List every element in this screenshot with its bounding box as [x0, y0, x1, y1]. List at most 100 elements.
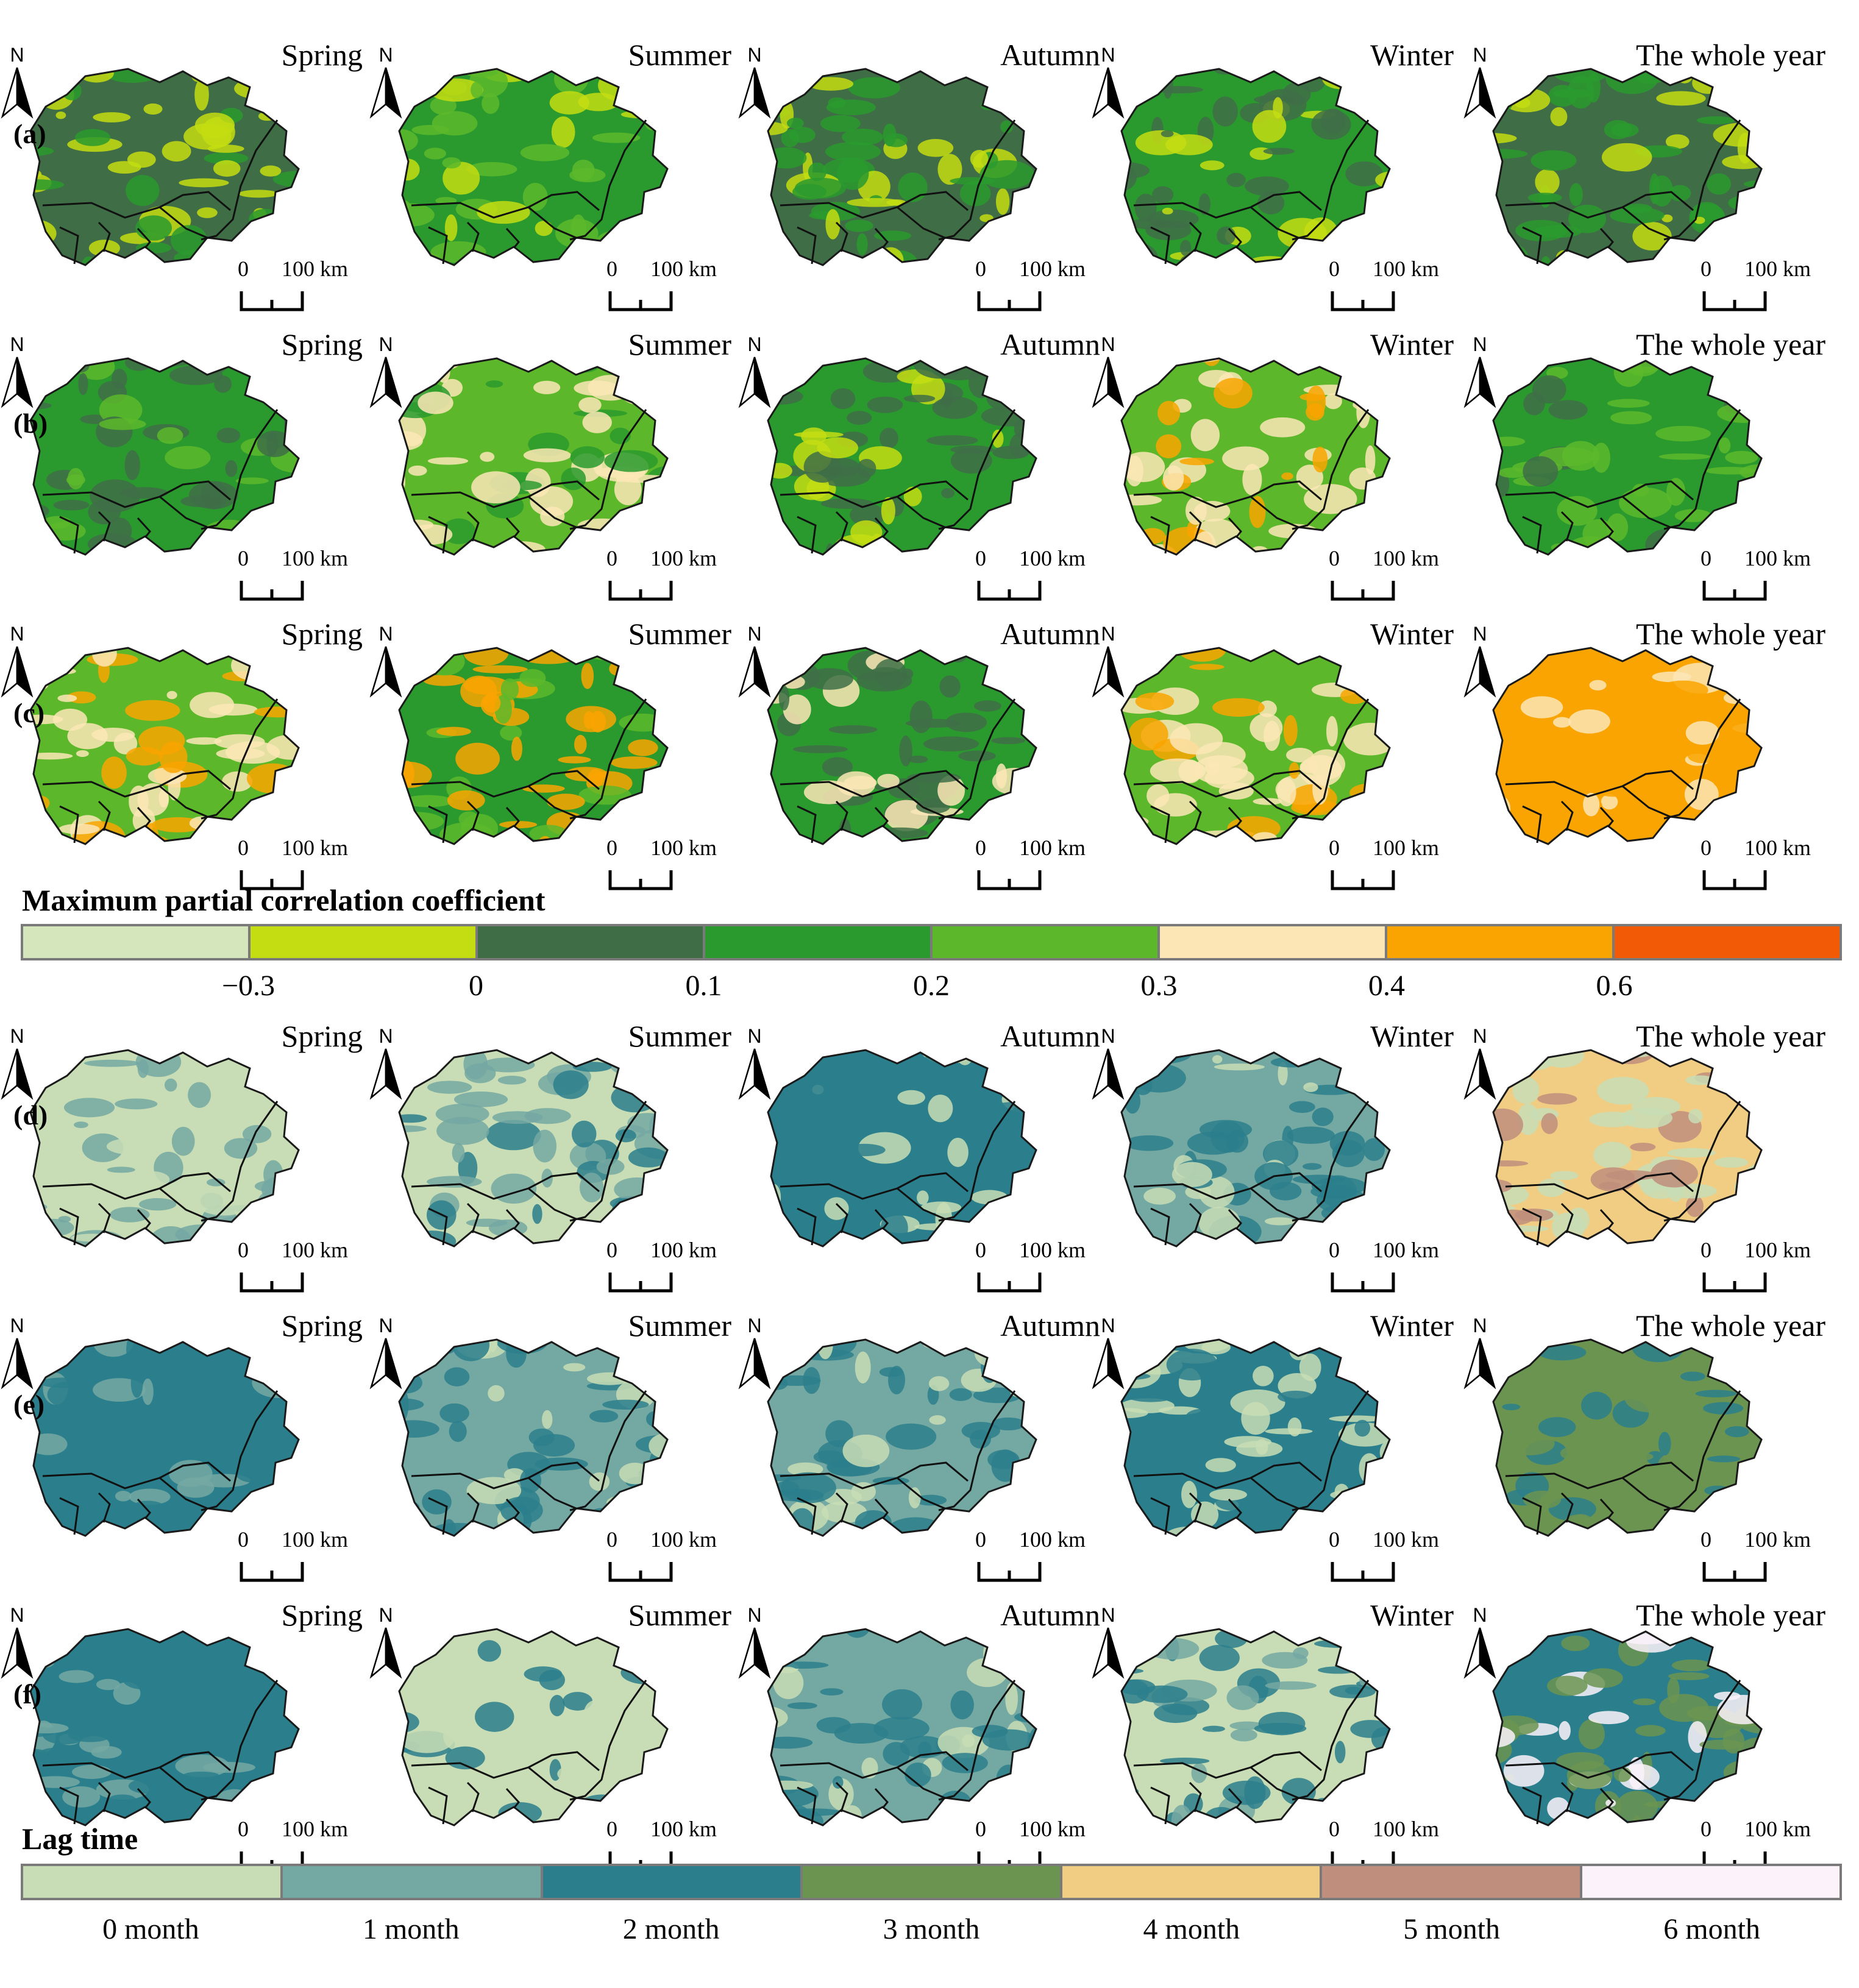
region-map — [398, 1628, 669, 1826]
scale-zero-label: 0 — [238, 1817, 249, 1841]
svg-text:N: N — [10, 1315, 24, 1337]
map-panel: N Winter 0 100 km — [1091, 1569, 1457, 1872]
region-map — [1120, 1338, 1391, 1537]
scale-bar: 0 100 km — [606, 545, 747, 612]
svg-text:N: N — [1473, 623, 1487, 645]
scale-zero-label: 0 — [1329, 546, 1340, 570]
region-map — [398, 647, 669, 845]
season-title: The whole year — [1636, 38, 1825, 72]
north-arrow-icon: N — [738, 1604, 771, 1679]
map-panel: N Spring 0 100 km — [0, 299, 366, 601]
region-map — [1492, 68, 1763, 266]
legend-swatch — [1615, 926, 1839, 958]
scale-zero-label: 0 — [1329, 1817, 1340, 1841]
svg-text:N: N — [747, 333, 761, 355]
svg-text:N: N — [379, 623, 393, 645]
season-title: The whole year — [1636, 1019, 1825, 1053]
scale-distance-label: 100 km — [1373, 1817, 1440, 1841]
region-map — [29, 357, 300, 556]
legend-tick: 0.2 — [913, 970, 950, 1002]
map-panel: N The whole year 0 100 km — [1463, 990, 1829, 1293]
region-map — [767, 357, 1037, 556]
scale-bar: 0 100 km — [606, 1527, 747, 1594]
region-map — [29, 68, 300, 266]
scale-distance-label: 100 km — [650, 257, 717, 281]
scale-zero-label: 0 — [975, 1527, 986, 1552]
svg-text:N: N — [747, 44, 761, 66]
svg-text:N: N — [747, 1604, 761, 1626]
scale-zero-label: 0 — [1329, 257, 1340, 281]
map-panel: N Spring 0 100 km — [0, 1280, 366, 1582]
map-panel: N Autumn 0 100 km — [738, 1280, 1103, 1582]
scale-zero-label: 0 — [1701, 1817, 1711, 1841]
svg-text:N: N — [747, 623, 761, 645]
map-panel: N The whole year 0 100 km — [1463, 1569, 1829, 1872]
region-map — [398, 357, 669, 556]
scale-bar: 0 100 km — [1329, 256, 1469, 323]
scale-distance-label: 100 km — [282, 257, 349, 281]
legend-tick: 0.1 — [685, 970, 722, 1002]
north-arrow-icon: N — [1, 333, 34, 408]
map-panel: N Autumn 0 100 km — [738, 299, 1103, 601]
north-arrow-icon: N — [1092, 44, 1125, 119]
svg-text:N: N — [747, 1025, 761, 1047]
season-title: Winter — [1370, 1598, 1454, 1632]
north-arrow-icon: N — [738, 44, 771, 119]
legend-swatch — [478, 926, 705, 958]
scale-zero-label: 0 — [606, 257, 617, 281]
legend-swatch — [23, 1866, 283, 1898]
north-arrow-icon: N — [369, 44, 402, 119]
scale-zero-label: 0 — [606, 1817, 617, 1841]
season-title: Autumn — [1000, 327, 1100, 361]
north-arrow-icon: N — [1, 1025, 34, 1100]
legend-lag-bar — [21, 1864, 1842, 1900]
north-arrow-icon: N — [1092, 333, 1125, 408]
north-arrow-icon: N — [1463, 44, 1496, 119]
svg-text:N: N — [10, 1025, 24, 1047]
season-title: Spring — [281, 1019, 363, 1053]
svg-text:N: N — [379, 1315, 393, 1337]
scale-distance-label: 100 km — [650, 546, 717, 570]
scale-distance-label: 100 km — [1019, 257, 1086, 281]
map-panel: N Summer 0 100 km — [369, 9, 734, 311]
scale-zero-label: 0 — [238, 546, 249, 570]
row-label: (a) — [13, 118, 46, 149]
region-map — [767, 1628, 1037, 1826]
legend-tick: 0.4 — [1368, 970, 1405, 1002]
north-arrow-icon: N — [738, 623, 771, 698]
legend-swatch — [705, 926, 933, 958]
scale-zero-label: 0 — [1329, 836, 1340, 860]
map-panel: N Spring 0 100 km — [0, 588, 366, 890]
season-title: Summer — [628, 327, 731, 361]
season-title: Summer — [628, 1308, 731, 1343]
north-arrow-icon: N — [1463, 623, 1496, 698]
season-title: Spring — [281, 327, 363, 361]
north-arrow-icon: N — [1, 1315, 34, 1390]
row-label: (e) — [13, 1389, 45, 1420]
region-map — [767, 1338, 1037, 1537]
season-title: The whole year — [1636, 617, 1825, 651]
map-panel: N The whole year 0 100 km — [1463, 588, 1829, 890]
legend-swatch — [1582, 1866, 1839, 1898]
legend-lag-label: 6 month — [1663, 1913, 1760, 1945]
legend-swatch — [251, 926, 478, 958]
scale-bar: 0 100 km — [1329, 545, 1469, 612]
map-panel: N Summer 0 100 km — [369, 299, 734, 601]
scale-distance-label: 100 km — [1019, 546, 1086, 570]
svg-text:N: N — [10, 1604, 24, 1626]
scale-zero-label: 0 — [1329, 1238, 1340, 1262]
legend-swatch — [1062, 1866, 1323, 1898]
map-panel: N Spring 0 100 km — [0, 9, 366, 311]
season-title: Summer — [628, 38, 731, 72]
svg-text:N: N — [1473, 1315, 1487, 1337]
scale-zero-label: 0 — [606, 1238, 617, 1262]
map-panel: N Spring 0 100 km — [0, 1569, 366, 1872]
legend-tick: 0.3 — [1140, 970, 1178, 1002]
scale-zero-label: 0 — [1701, 546, 1711, 570]
scale-distance-label: 100 km — [650, 1817, 717, 1841]
scale-bar: 0 100 km — [606, 835, 747, 902]
north-arrow-icon: N — [738, 1315, 771, 1390]
north-arrow-icon: N — [369, 1025, 402, 1100]
scale-bar: 0 100 km — [1329, 835, 1469, 902]
legend-swatch — [1322, 1866, 1582, 1898]
